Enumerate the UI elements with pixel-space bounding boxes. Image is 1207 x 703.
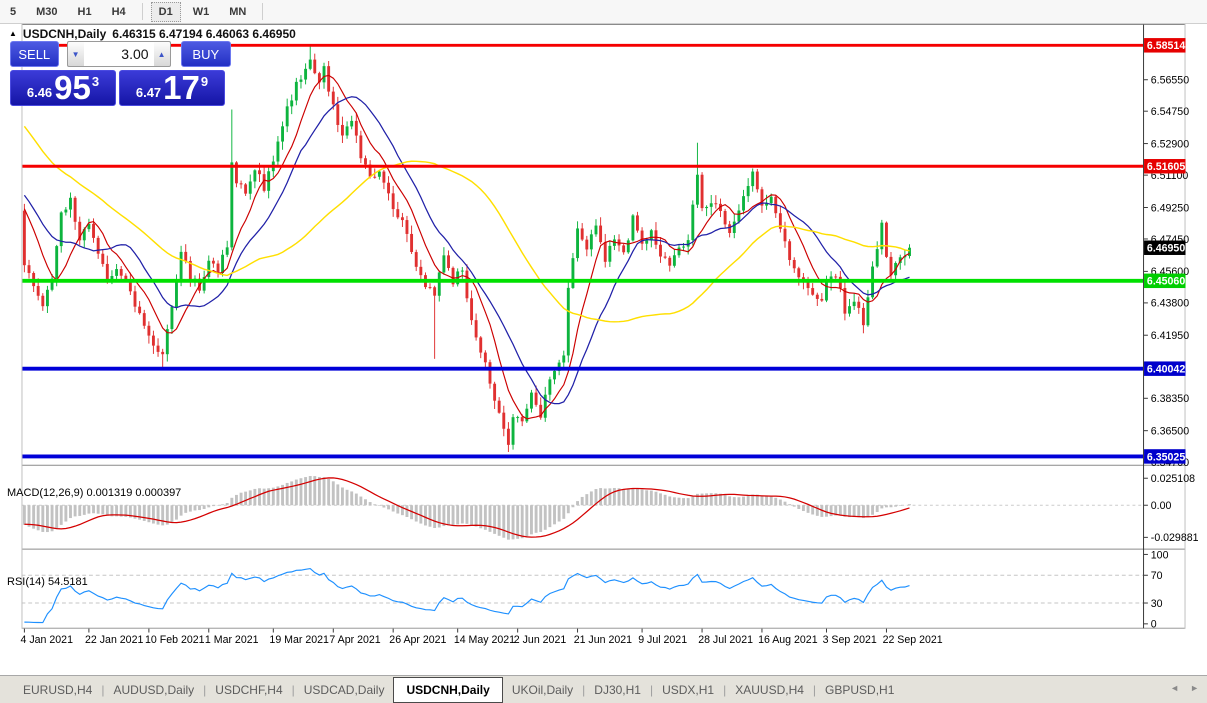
svg-text:6.51605: 6.51605 bbox=[1147, 161, 1185, 173]
buy-button[interactable]: BUY bbox=[180, 41, 231, 67]
tab-scroll-right-icon[interactable]: ► bbox=[1190, 683, 1199, 693]
svg-text:9 Jul 2021: 9 Jul 2021 bbox=[638, 634, 687, 646]
buy-price-box[interactable]: 6.47 17 9 bbox=[119, 70, 225, 106]
svg-text:6.56550: 6.56550 bbox=[1151, 75, 1189, 87]
chart-tab-bar: EURUSD,H4 | AUDUSD,Daily | USDCHF,H4 | USDCAD,… bbox=[0, 675, 1207, 703]
toolbar-separator bbox=[262, 3, 264, 20]
tab-separator: | bbox=[812, 682, 817, 697]
rsi-label: RSI(14) 54.5181 bbox=[7, 576, 88, 588]
rsi-line bbox=[24, 567, 910, 624]
svg-text:6.45060: 6.45060 bbox=[1147, 276, 1185, 288]
chart-tab-AUDUSD-Daily[interactable]: AUDUSD,Daily bbox=[113, 682, 195, 697]
macd-signal-line bbox=[24, 477, 910, 538]
time-scale[interactable]: 4 Jan 2021 22 Jan 2021 10 Feb 2021 1 Mar 20… bbox=[21, 628, 943, 646]
tab-scroll-buttons: ◄ ► bbox=[1170, 683, 1199, 693]
svg-text:0.00: 0.00 bbox=[1151, 500, 1172, 512]
one-click-trading-panel: SELL ▼ ▲ BUY 6.46 95 3 6.47 17 9 bbox=[10, 41, 231, 106]
timeframe-toolbar: 5 M30 H1 H4 D1 W1 MN bbox=[0, 0, 1207, 24]
chart-tab-GBPUSD-H1[interactable]: GBPUSD,H1 bbox=[825, 682, 895, 697]
svg-text:6.40042: 6.40042 bbox=[1147, 364, 1185, 376]
chart-tab-UKOil-Daily[interactable]: UKOil,Daily bbox=[511, 682, 574, 697]
svg-text:14 May 2021: 14 May 2021 bbox=[454, 634, 515, 646]
sell-price-big: 95 bbox=[54, 69, 91, 106]
tab-separator: | bbox=[203, 682, 207, 697]
svg-text:-0.029881: -0.029881 bbox=[1151, 532, 1199, 544]
buy-price-big: 17 bbox=[163, 69, 200, 106]
svg-text:22 Jan 2021: 22 Jan 2021 bbox=[85, 634, 143, 646]
chart-ohlc-values: 6.46315 6.47194 6.46063 6.46950 bbox=[112, 27, 296, 41]
sell-price-sup: 3 bbox=[91, 74, 100, 89]
svg-text:0.025108: 0.025108 bbox=[1151, 473, 1195, 485]
svg-text:10 Feb 2021: 10 Feb 2021 bbox=[145, 634, 205, 646]
timeframe-button-M30[interactable]: M30 bbox=[28, 2, 65, 22]
chart-title: ▲ USDCNH,Daily 6.46315 6.47194 6.46063 6… bbox=[9, 27, 296, 41]
timeframe-button-H4[interactable]: H4 bbox=[104, 2, 134, 22]
volume-input[interactable] bbox=[83, 41, 154, 67]
svg-text:22 Sep 2021: 22 Sep 2021 bbox=[883, 634, 943, 646]
svg-text:7 Apr 2021: 7 Apr 2021 bbox=[329, 634, 380, 646]
svg-text:6.35025: 6.35025 bbox=[1147, 451, 1185, 463]
svg-text:6.58514: 6.58514 bbox=[1147, 40, 1185, 52]
svg-text:6.43800: 6.43800 bbox=[1151, 298, 1189, 310]
svg-text:4 Jan 2021: 4 Jan 2021 bbox=[21, 634, 74, 646]
panel-borders bbox=[21, 24, 1186, 629]
timeframe-button-MN[interactable]: MN bbox=[221, 2, 254, 22]
chart-symbol-label: USDCNH,Daily bbox=[22, 27, 107, 41]
svg-text:70: 70 bbox=[1151, 570, 1163, 582]
timeframe-button-H1[interactable]: H1 bbox=[70, 2, 100, 22]
svg-text:19 Mar 2021: 19 Mar 2021 bbox=[269, 634, 329, 646]
tab-separator: | bbox=[582, 682, 586, 697]
macd-label: MACD(12,26,9) 0.001319 0.000397 bbox=[7, 487, 182, 499]
svg-text:1 Mar 2021: 1 Mar 2021 bbox=[205, 634, 259, 646]
svg-text:21 Jun 2021: 21 Jun 2021 bbox=[574, 634, 632, 646]
timeframe-button-5[interactable]: 5 bbox=[2, 2, 24, 22]
svg-text:100: 100 bbox=[1151, 549, 1169, 561]
tab-separator: | bbox=[649, 682, 654, 697]
svg-text:6.41950: 6.41950 bbox=[1151, 330, 1189, 342]
volume-increase-button[interactable]: ▲ bbox=[153, 41, 171, 67]
tab-scroll-left-icon[interactable]: ◄ bbox=[1170, 683, 1180, 693]
sell-price-small: 6.46 bbox=[26, 85, 53, 100]
svg-text:0: 0 bbox=[1151, 619, 1157, 631]
chart-tab-DJ30-H1[interactable]: DJ30,H1 bbox=[594, 682, 641, 697]
tab-separator: | bbox=[101, 682, 105, 697]
buy-price-sup: 9 bbox=[200, 74, 209, 89]
svg-text:3 Sep 2021: 3 Sep 2021 bbox=[823, 634, 877, 646]
svg-text:30: 30 bbox=[1151, 598, 1163, 610]
toolbar-separator bbox=[141, 3, 143, 20]
timeframe-button-D1[interactable]: D1 bbox=[150, 1, 181, 22]
svg-text:6.54750: 6.54750 bbox=[1151, 106, 1189, 118]
chart-tab-USDX-H1[interactable]: USDX,H1 bbox=[662, 682, 715, 697]
macd-histogram bbox=[22, 476, 911, 540]
svg-text:6.52900: 6.52900 bbox=[1151, 138, 1189, 150]
volume-decrease-button[interactable]: ▼ bbox=[66, 41, 84, 67]
svg-text:28 Jul 2021: 28 Jul 2021 bbox=[698, 634, 753, 646]
sell-button[interactable]: SELL bbox=[10, 41, 59, 67]
chart-tab-XAUUSD-H4[interactable]: XAUUSD,H4 bbox=[735, 682, 804, 697]
buy-price-small: 6.47 bbox=[135, 85, 162, 100]
chart-tab-USDCNH-Daily[interactable]: USDCNH,Daily bbox=[393, 676, 503, 703]
tab-separator: | bbox=[291, 682, 295, 697]
price-scale[interactable]: 6.565506.547506.529006.511006.492506.474… bbox=[1143, 38, 1199, 631]
tab-separator: | bbox=[723, 682, 727, 697]
chart-tab-EURUSD-H4[interactable]: EURUSD,H4 bbox=[23, 682, 93, 697]
svg-text:6.36500: 6.36500 bbox=[1151, 426, 1189, 438]
svg-text:6.46950: 6.46950 bbox=[1147, 243, 1185, 255]
chart-tab-USDCAD-Daily[interactable]: USDCAD,Daily bbox=[303, 682, 385, 697]
svg-text:6.38350: 6.38350 bbox=[1151, 393, 1189, 405]
svg-text:6.49250: 6.49250 bbox=[1151, 202, 1189, 214]
chart-tab-USDCHF-H4[interactable]: USDCHF,H4 bbox=[215, 682, 283, 697]
timeframe-button-W1[interactable]: W1 bbox=[185, 2, 218, 22]
volume-stepper: ▼ ▲ bbox=[66, 41, 171, 67]
collapse-arrow-icon[interactable]: ▲ bbox=[9, 28, 17, 38]
moving-average-lines bbox=[23, 74, 910, 420]
chart-canvas[interactable]: 6.565506.547506.529006.511006.492506.474… bbox=[0, 24, 1207, 674]
svg-text:2 Jun 2021: 2 Jun 2021 bbox=[514, 634, 567, 646]
svg-text:26 Apr 2021: 26 Apr 2021 bbox=[389, 634, 446, 646]
svg-text:16 Aug 2021: 16 Aug 2021 bbox=[758, 634, 818, 646]
sell-price-box[interactable]: 6.46 95 3 bbox=[10, 70, 116, 106]
